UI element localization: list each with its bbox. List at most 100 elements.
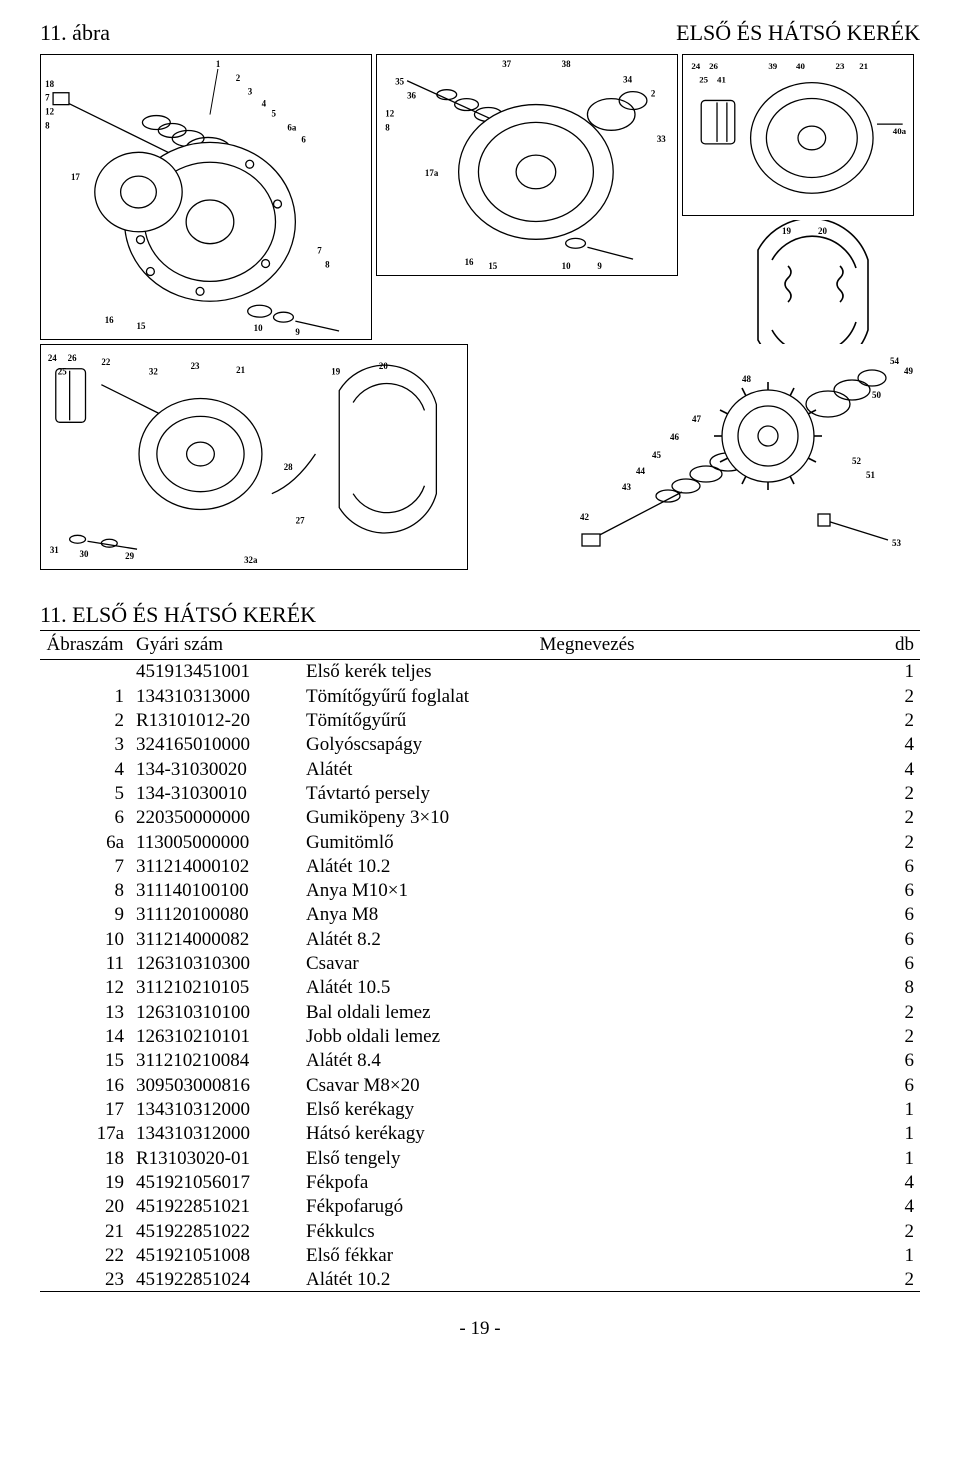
cell-partnum: 113005000000 — [130, 831, 300, 855]
table-row: 17134310312000Első kerékagy1 — [40, 1098, 920, 1122]
diagram-panel-sprocket-stack: 5449 5052 51 48 4746 4544 43 42 53 — [572, 344, 914, 570]
svg-text:8: 8 — [325, 260, 330, 270]
cell-qty: 2 — [874, 709, 920, 733]
cell-partnum: 126310310100 — [130, 1001, 300, 1025]
cell-name: Első tengely — [300, 1147, 874, 1171]
svg-text:19: 19 — [331, 367, 340, 377]
cell-qty: 2 — [874, 1220, 920, 1244]
cell-name: Alátét 8.4 — [300, 1049, 874, 1073]
page-number: - 19 - — [40, 1318, 920, 1340]
table-row: 2R13101012-20Tömítőgyűrű2 — [40, 709, 920, 733]
table-row: 21451922851022Fékkulcs2 — [40, 1220, 920, 1244]
col-partnum: Gyári szám — [130, 631, 300, 660]
cell-index: 20 — [40, 1195, 130, 1219]
svg-text:24: 24 — [691, 61, 700, 71]
svg-text:36: 36 — [407, 91, 416, 101]
cell-partnum: 451922851022 — [130, 1220, 300, 1244]
cell-partnum: 311140100100 — [130, 879, 300, 903]
cell-name: Távtartó persely — [300, 782, 874, 806]
svg-text:7: 7 — [317, 246, 322, 256]
cell-qty: 1 — [874, 1122, 920, 1146]
table-row: 5134-31030010Távtartó persely2 — [40, 782, 920, 806]
cell-index: 19 — [40, 1171, 130, 1195]
svg-text:47: 47 — [692, 414, 702, 424]
svg-text:43: 43 — [622, 482, 632, 492]
table-row: 19451921056017Fékpofa4 — [40, 1171, 920, 1195]
cell-index: 23 — [40, 1268, 130, 1292]
cell-partnum: 311120100080 — [130, 903, 300, 927]
cell-qty: 6 — [874, 879, 920, 903]
cell-name: Jobb oldali lemez — [300, 1025, 874, 1049]
svg-text:26: 26 — [68, 353, 77, 363]
svg-text:21: 21 — [236, 365, 245, 375]
svg-text:20: 20 — [818, 226, 828, 236]
svg-text:53: 53 — [892, 538, 902, 548]
svg-text:39: 39 — [768, 61, 777, 71]
cell-qty: 2 — [874, 1025, 920, 1049]
col-qty: db — [874, 631, 920, 660]
cell-name: Tömítőgyűrű foglalat — [300, 685, 874, 709]
svg-text:5: 5 — [272, 109, 277, 119]
diagram-panel-rear-hub: 3738 3536 128 17a 342 33 1615 109 — [376, 54, 678, 276]
svg-text:40a: 40a — [893, 126, 907, 136]
svg-text:46: 46 — [670, 432, 680, 442]
svg-text:50: 50 — [872, 390, 882, 400]
cell-partnum: 451922851024 — [130, 1268, 300, 1292]
cell-name: Tömítőgyűrű — [300, 709, 874, 733]
cell-index: 2 — [40, 709, 130, 733]
cell-qty: 2 — [874, 782, 920, 806]
svg-text:44: 44 — [636, 466, 646, 476]
cell-name: Alátét 8.2 — [300, 928, 874, 952]
cell-qty: 4 — [874, 758, 920, 782]
cell-index: 22 — [40, 1244, 130, 1268]
cell-qty: 6 — [874, 928, 920, 952]
svg-text:52: 52 — [852, 456, 862, 466]
svg-text:8: 8 — [385, 122, 390, 132]
cell-index: 9 — [40, 903, 130, 927]
cell-qty: 6 — [874, 903, 920, 927]
svg-text:29: 29 — [125, 551, 134, 561]
table-row: 20451922851021Fékpofarugó4 — [40, 1195, 920, 1219]
col-index: Ábraszám — [40, 631, 130, 660]
cell-qty: 1 — [874, 1147, 920, 1171]
svg-text:27: 27 — [296, 515, 305, 525]
figure-number: 11. ábra — [40, 20, 110, 46]
svg-text:45: 45 — [652, 450, 662, 460]
svg-text:28: 28 — [284, 462, 293, 472]
cell-qty: 1 — [874, 1098, 920, 1122]
cell-partnum: 134310313000 — [130, 685, 300, 709]
svg-text:31: 31 — [50, 545, 59, 555]
svg-text:2: 2 — [236, 73, 241, 83]
table-row: 13126310310100Bal oldali lemez2 — [40, 1001, 920, 1025]
cell-qty: 2 — [874, 831, 920, 855]
svg-text:15: 15 — [136, 321, 145, 331]
table-row: 22451921051008Első fékkar1 — [40, 1244, 920, 1268]
cell-index: 21 — [40, 1220, 130, 1244]
cell-index: 3 — [40, 733, 130, 757]
cell-name: Fékpofarugó — [300, 1195, 874, 1219]
cell-partnum: 220350000000 — [130, 806, 300, 830]
svg-text:35: 35 — [395, 77, 404, 87]
exploded-diagram: 1 23 45 6a6 187 128 17 1615 78 109 — [40, 54, 920, 574]
cell-qty: 6 — [874, 952, 920, 976]
table-row: 10311214000082Alátét 8.26 — [40, 928, 920, 952]
cell-qty: 6 — [874, 855, 920, 879]
section-title: 11. ELSŐ ÉS HÁTSÓ KERÉK — [40, 602, 920, 628]
cell-name: Alátét 10.5 — [300, 976, 874, 1000]
parts-table: Ábraszám Gyári szám Megnevezés db 451913… — [40, 631, 920, 1292]
svg-text:15: 15 — [488, 261, 497, 271]
svg-text:48: 48 — [742, 374, 752, 384]
cell-partnum: 309503000816 — [130, 1074, 300, 1098]
cell-name: Gumitömlő — [300, 831, 874, 855]
table-row: 14126310210101Jobb oldali lemez2 — [40, 1025, 920, 1049]
cell-index: 15 — [40, 1049, 130, 1073]
table-row: 15311210210084Alátét 8.46 — [40, 1049, 920, 1073]
svg-text:9: 9 — [597, 261, 602, 271]
svg-text:10: 10 — [562, 261, 571, 271]
table-row: 17a134310312000Hátsó kerékagy1 — [40, 1122, 920, 1146]
table-row: 9311120100080Anya M86 — [40, 903, 920, 927]
table-row: 6220350000000Gumiköpeny 3×102 — [40, 806, 920, 830]
table-row: 4134-31030020Alátét4 — [40, 758, 920, 782]
cell-partnum: 126310210101 — [130, 1025, 300, 1049]
svg-text:18: 18 — [45, 79, 54, 89]
